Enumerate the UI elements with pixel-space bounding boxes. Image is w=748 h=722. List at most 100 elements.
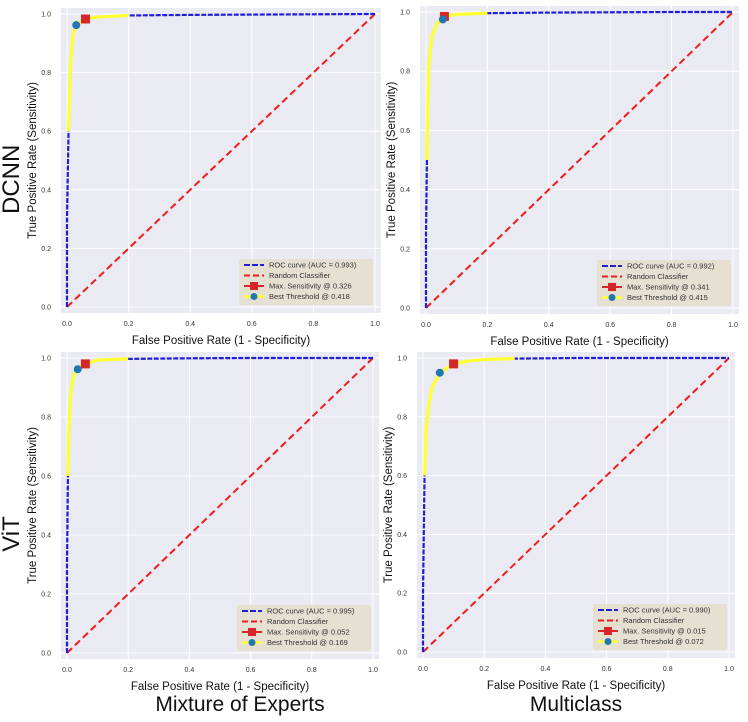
roc-panel-2: 0.0 0.2 0.4 0.6 0.8 1.0 0.0 0.2 0.4 0.6 0.8 1.0 ROC … [386, 6, 739, 348]
legend-max-sens-key [248, 628, 256, 636]
y-tick-label: 0.0 [41, 305, 51, 312]
roc-panel-1: 0.0 0.2 0.4 0.6 0.8 1.0 0.0 0.2 0.4 0.6 0.8 1.0 ROC … [27, 8, 381, 347]
x-tick-label: 0.6 [602, 666, 612, 673]
roc-curve-highlight [425, 11, 488, 161]
legend-max-sens-key [604, 627, 612, 635]
x-tick-label: 1.0 [368, 667, 378, 674]
legend: ROC curve (AUC = 0.992)Random Classifier… [597, 260, 731, 306]
y-tick-label: 0.8 [397, 414, 407, 421]
legend-entry-label: ROC curve (AUC = 0.992) [627, 262, 715, 271]
y-tick-label: 0.0 [41, 651, 51, 658]
best-threshold-marker [73, 365, 82, 374]
legend-entry-label: Max. Sensitivity @ 0.341 [627, 283, 710, 292]
y-axis-label: True Positive Rate (Sensitivity) [383, 426, 395, 583]
legend-best-thresh-key [604, 638, 612, 645]
random-classifier-line [66, 357, 374, 654]
legend-entry-label: Best Threshold @ 0.072 [623, 637, 704, 646]
legend-best-thresh-key [608, 294, 616, 301]
max-sensitivity-marker [80, 14, 90, 24]
x-tick-label: 0.4 [185, 667, 195, 674]
y-tick-label: 0.6 [41, 474, 51, 481]
legend-best-thresh-key [250, 293, 258, 300]
y-tick-label: 0.2 [397, 591, 407, 598]
x-tick-label: 0.8 [309, 321, 319, 328]
y-tick-label: 0.2 [400, 246, 410, 253]
best-threshold-marker [72, 21, 81, 30]
legend-max-sens-key [608, 283, 616, 291]
best-threshold-marker [435, 368, 444, 377]
y-tick-label: 0.8 [41, 415, 51, 422]
legend-entry-label: Best Threshold @ 0.418 [269, 292, 350, 301]
y-tick-label: 0.4 [400, 187, 410, 194]
y-tick-label: 1.0 [41, 356, 51, 363]
legend-entry-label: Random Classifier [267, 617, 329, 626]
y-axis-label: True Positive Rate (Sensitivity) [27, 427, 39, 584]
y-tick-label: 0.4 [41, 533, 51, 540]
column-label-multiclass: Multiclass [529, 693, 623, 716]
y-tick-label: 1.0 [397, 356, 407, 363]
x-tick-label: 0.2 [479, 666, 489, 673]
roc-panel-3: 0.0 0.2 0.4 0.6 0.8 1.0 0.0 0.2 0.4 0.6 0.8 1.0 ROC … [27, 352, 379, 693]
y-tick-label: 0.8 [400, 69, 410, 76]
x-axis-label: False Positive Rate (1 - Specificity) [131, 681, 309, 693]
legend-entry-label: Max. Sensitivity @ 0.326 [269, 282, 352, 291]
x-axis-label: False Positive Rate (1 - Specificity) [132, 335, 310, 347]
legend-entry-label: Max. Sensitivity @ 0.052 [267, 628, 350, 637]
x-tick-label: 1.0 [370, 321, 380, 328]
max-sensitivity-marker [80, 359, 90, 369]
y-axis-label: True Positive Rate (Sensitivity) [386, 81, 398, 238]
x-tick-label: 1.0 [728, 322, 738, 329]
x-tick-label: 0.6 [605, 322, 615, 329]
legend-entry-label: Best Threshold @ 0.169 [267, 638, 348, 647]
y-tick-label: 0.0 [397, 650, 407, 657]
legend-entry-label: ROC curve (AUC = 0.995) [267, 607, 355, 616]
legend-entry-label: ROC curve (AUC = 0.990) [623, 606, 711, 615]
x-tick-label: 0.6 [246, 667, 256, 674]
legend-entry-label: Random Classifier [269, 271, 331, 280]
legend-entry-label: Random Classifier [627, 272, 689, 281]
y-axis-label: True Positive Rate (Sensitivity) [27, 82, 39, 239]
x-tick-label: 0.4 [541, 666, 551, 673]
roc-panel-4: 0.0 0.2 0.4 0.6 0.8 1.0 0.0 0.2 0.4 0.6 0.8 1.0 ROC … [383, 352, 735, 692]
x-tick-label: 0.2 [123, 667, 133, 674]
y-tick-label: 0.4 [397, 532, 407, 539]
legend: ROC curve (AUC = 0.993)Random Classifier… [239, 259, 373, 305]
x-tick-label: 0.8 [307, 667, 317, 674]
max-sensitivity-marker [449, 359, 459, 369]
row-label-vit: ViT [0, 516, 25, 552]
x-tick-label: 0.0 [421, 322, 431, 329]
x-tick-label: 0.0 [62, 667, 72, 674]
best-threshold-marker [438, 15, 447, 24]
y-tick-label: 1.0 [41, 12, 51, 19]
x-tick-label: 0.2 [483, 322, 493, 329]
x-tick-label: 0.0 [418, 666, 428, 673]
x-tick-label: 1.0 [724, 666, 734, 673]
legend-entry-label: ROC curve (AUC = 0.993) [269, 261, 357, 270]
row-label-dcnn: DCNN [0, 144, 25, 214]
y-tick-label: 0.6 [397, 473, 407, 480]
x-tick-label: 0.8 [663, 666, 673, 673]
legend-entry-label: Random Classifier [623, 616, 685, 625]
random-classifier-line [66, 13, 376, 308]
column-label-mixture-of-experts: Mixture of Experts [155, 693, 325, 716]
y-tick-label: 0.2 [41, 592, 51, 599]
y-tick-label: 1.0 [400, 10, 410, 17]
y-tick-label: 0.6 [400, 128, 410, 135]
legend-best-thresh-key [248, 639, 256, 646]
legend: ROC curve (AUC = 0.995)Random Classifier… [237, 605, 371, 651]
legend-entry-label: Max. Sensitivity @ 0.015 [623, 627, 706, 636]
y-tick-label: 0.4 [41, 187, 51, 194]
y-tick-label: 0.6 [41, 129, 51, 136]
x-axis-label: False Positive Rate (1 - Specificity) [487, 680, 665, 692]
y-tick-label: 0.8 [41, 70, 51, 77]
x-tick-label: 0.8 [667, 322, 677, 329]
x-tick-label: 0.4 [185, 321, 195, 328]
x-tick-label: 0.2 [124, 321, 134, 328]
y-tick-label: 0.0 [400, 306, 410, 313]
x-axis-label: False Positive Rate (1 - Specificity) [490, 336, 668, 348]
x-tick-label: 0.6 [247, 321, 257, 328]
random-classifier-line [422, 357, 730, 653]
y-tick-label: 0.2 [41, 246, 51, 253]
x-tick-label: 0.4 [544, 322, 554, 329]
